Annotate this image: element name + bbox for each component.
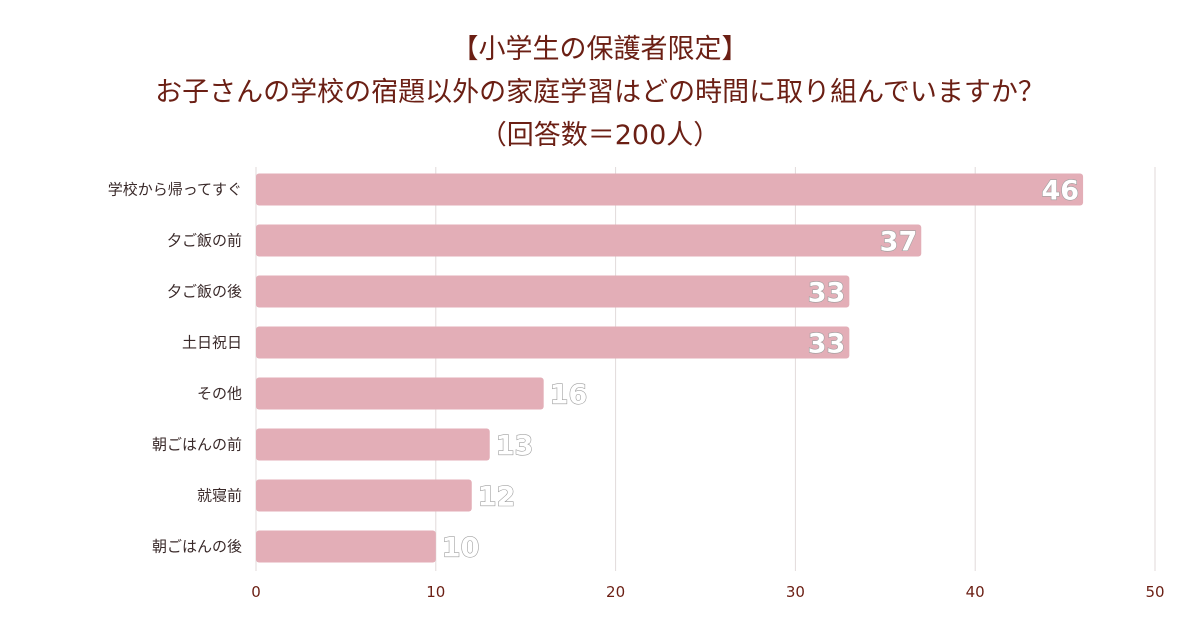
bar — [256, 326, 850, 359]
x-tick-label: 50 — [1145, 583, 1164, 601]
bar — [256, 479, 472, 512]
category-label: 朝ごはんの後 — [152, 538, 242, 556]
category-label: その他 — [197, 385, 242, 403]
data-label: 12 — [478, 482, 516, 513]
x-tick-label: 0 — [251, 583, 261, 601]
category-label: 朝ごはんの前 — [152, 436, 242, 454]
category-label: 就寝前 — [197, 487, 242, 505]
bar — [256, 377, 544, 410]
x-tick-label: 40 — [966, 583, 985, 601]
x-tick-label: 20 — [606, 583, 625, 601]
x-tick-label: 10 — [426, 583, 445, 601]
title-line-2: お子さんの学校の宿題以外の家庭学習はどの時間に取り組んでいますか？ — [155, 77, 1045, 108]
category-label: 学校から帰ってすぐ — [108, 181, 242, 199]
chart-title: 【小学生の保護者限定】 お子さんの学校の宿題以外の家庭学習はどの時間に取り組んで… — [0, 28, 1200, 157]
title-line-3: （回答数＝200人） — [479, 120, 721, 151]
data-label: 13 — [496, 431, 534, 462]
category-label: 土日祝日 — [182, 334, 242, 352]
category-label: 夕ご飯の後 — [167, 283, 242, 301]
bar — [256, 224, 922, 257]
bar — [256, 428, 490, 461]
data-label: 10 — [442, 533, 480, 564]
data-label: 33 — [808, 278, 846, 309]
bar — [256, 275, 850, 308]
bar — [256, 530, 436, 563]
data-label: 16 — [550, 380, 588, 411]
data-label: 46 — [1042, 176, 1080, 207]
data-label: 37 — [880, 227, 918, 258]
title-line-1: 【小学生の保護者限定】 — [451, 34, 749, 65]
x-tick-label: 30 — [786, 583, 805, 601]
bar — [256, 173, 1084, 206]
category-label: 夕ご飯の前 — [167, 232, 242, 250]
data-label: 33 — [808, 329, 846, 360]
